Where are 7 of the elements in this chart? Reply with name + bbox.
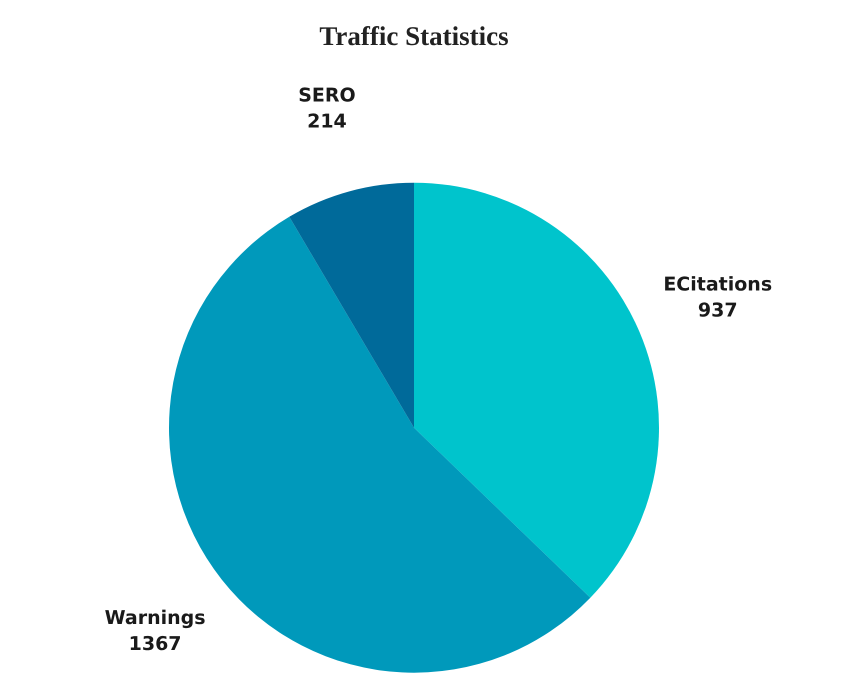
slice-label: ECitations <box>663 274 772 296</box>
chart-title: Traffic Statistics <box>319 21 509 52</box>
data-label: 937 <box>698 300 738 322</box>
slice-label: SERO <box>298 84 356 106</box>
data-label: 214 <box>307 110 347 132</box>
slice-label: Warnings <box>104 607 206 630</box>
data-label: 1367 <box>128 633 182 656</box>
